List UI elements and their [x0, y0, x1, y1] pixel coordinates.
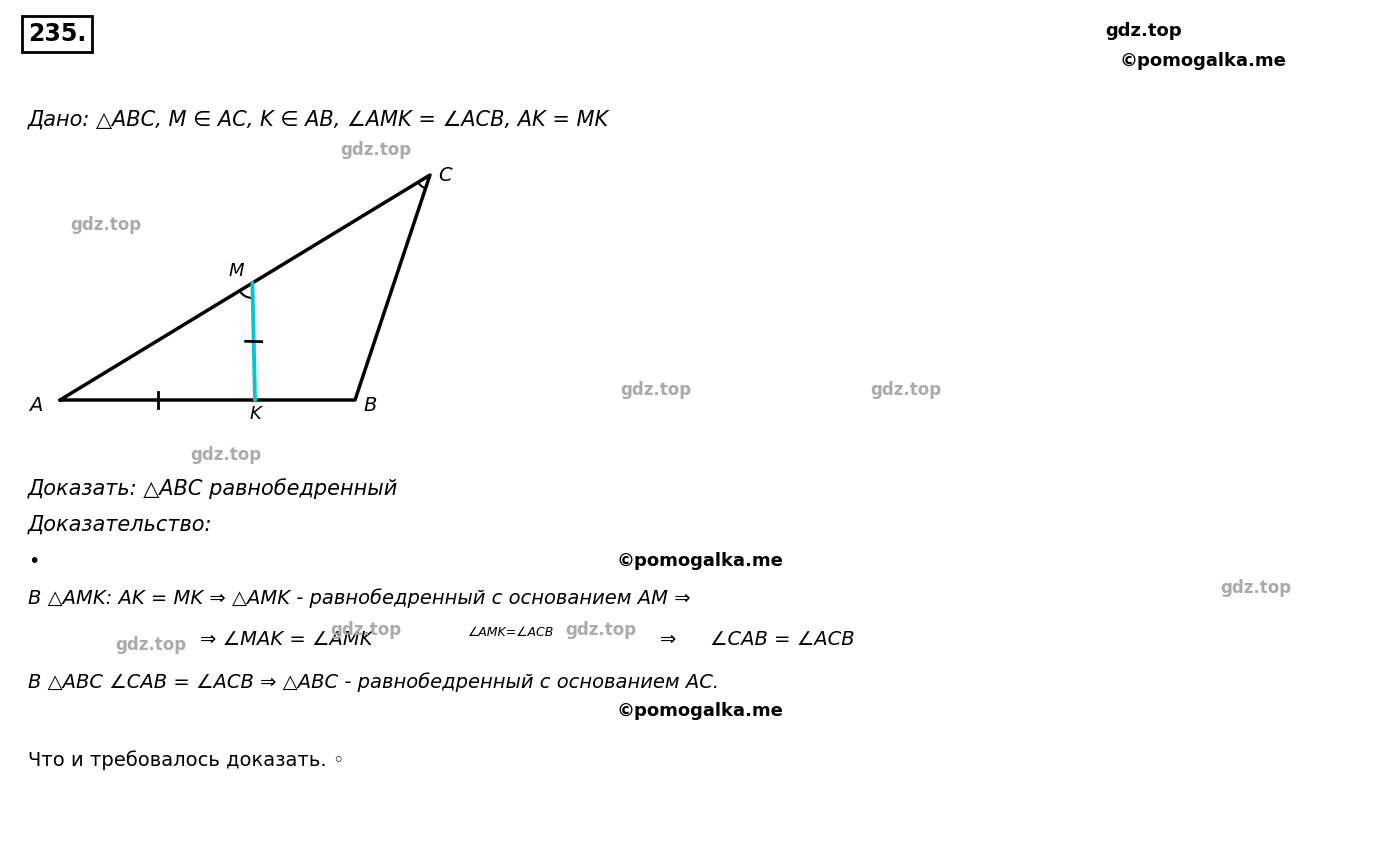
Text: В △ABC ∠CAB = ∠ACB ⇒ △ABC - равнобедренный с основанием AC.: В △ABC ∠CAB = ∠ACB ⇒ △ABC - равнобедренн…: [28, 672, 720, 692]
Text: ©pomogalka.me: ©pomogalka.me: [616, 702, 784, 720]
Text: K: K: [249, 405, 260, 423]
Text: gdz.top: gdz.top: [115, 636, 186, 654]
Text: ©pomogalka.me: ©pomogalka.me: [1120, 52, 1287, 70]
Text: Доказать: △ABC равнобедренный: Доказать: △ABC равнобедренный: [28, 478, 399, 499]
Text: A: A: [28, 396, 42, 415]
Text: Что и требовалось доказать. ◦: Что и требовалось доказать. ◦: [28, 750, 344, 770]
Text: gdz.top: gdz.top: [620, 381, 692, 399]
Text: gdz.top: gdz.top: [190, 446, 262, 464]
Text: gdz.top: gdz.top: [1219, 579, 1291, 597]
Text: ⇒ ∠MAK = ∠AMK: ⇒ ∠MAK = ∠AMK: [200, 630, 372, 649]
Text: gdz.top: gdz.top: [70, 216, 141, 234]
Text: ∠AMK=∠ACB: ∠AMK=∠ACB: [468, 626, 554, 639]
Text: gdz.top: gdz.top: [330, 621, 402, 639]
Text: gdz.top: gdz.top: [869, 381, 941, 399]
Text: •: •: [28, 552, 39, 571]
Text: C: C: [438, 166, 452, 184]
Text: gdz.top: gdz.top: [566, 621, 636, 639]
Text: Дано: △ABC, M ∈ AC, K ∈ AB, ∠AMK = ∠ACB, AK = MK: Дано: △ABC, M ∈ AC, K ∈ AB, ∠AMK = ∠ACB,…: [28, 110, 609, 130]
Text: gdz.top: gdz.top: [340, 141, 412, 159]
Text: B: B: [363, 396, 377, 415]
Text: В △AMK: AK = MK ⇒ △AMK - равнобедренный с основанием AM ⇒: В △AMK: AK = MK ⇒ △AMK - равнобедренный …: [28, 588, 690, 607]
Text: 235.: 235.: [28, 22, 87, 46]
Text: ⇒: ⇒: [659, 630, 676, 649]
Text: gdz.top: gdz.top: [1105, 22, 1182, 40]
Text: M: M: [230, 262, 245, 280]
Text: Доказательство:: Доказательство:: [28, 515, 213, 535]
Text: ©pomogalka.me: ©pomogalka.me: [616, 552, 784, 570]
Text: ∠CAB = ∠ACB: ∠CAB = ∠ACB: [710, 630, 854, 649]
